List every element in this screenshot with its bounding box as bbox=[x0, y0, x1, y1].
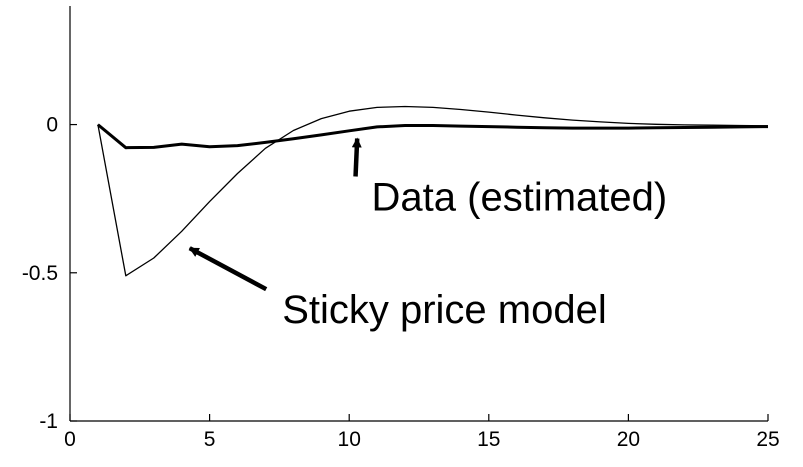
annotation-arrow bbox=[188, 246, 268, 292]
x-tick-label: 5 bbox=[204, 428, 216, 451]
x-tick-label: 10 bbox=[338, 428, 361, 451]
x-tick-label: 0 bbox=[64, 428, 76, 451]
y-tick-label: 0 bbox=[46, 114, 58, 137]
annotation-arrow bbox=[351, 137, 362, 177]
series-layer bbox=[96, 105, 769, 277]
annotation-layer: Data (estimated) Sticky price model bbox=[188, 137, 668, 332]
series-line-model bbox=[97, 105, 769, 277]
annotation-label: Sticky price model bbox=[282, 288, 607, 332]
annotation-label: Data (estimated) bbox=[372, 176, 668, 220]
x-tick-label: 15 bbox=[477, 428, 500, 451]
x-tick-label: 20 bbox=[617, 428, 640, 451]
y-tick-label: -0.5 bbox=[22, 262, 58, 285]
axes: 0 5 10 15 20 25 -1 -0.5 0 bbox=[22, 6, 780, 451]
y-tick-label: -1 bbox=[39, 410, 58, 433]
x-tick-label: 25 bbox=[756, 428, 779, 451]
series-line-data bbox=[96, 123, 769, 150]
